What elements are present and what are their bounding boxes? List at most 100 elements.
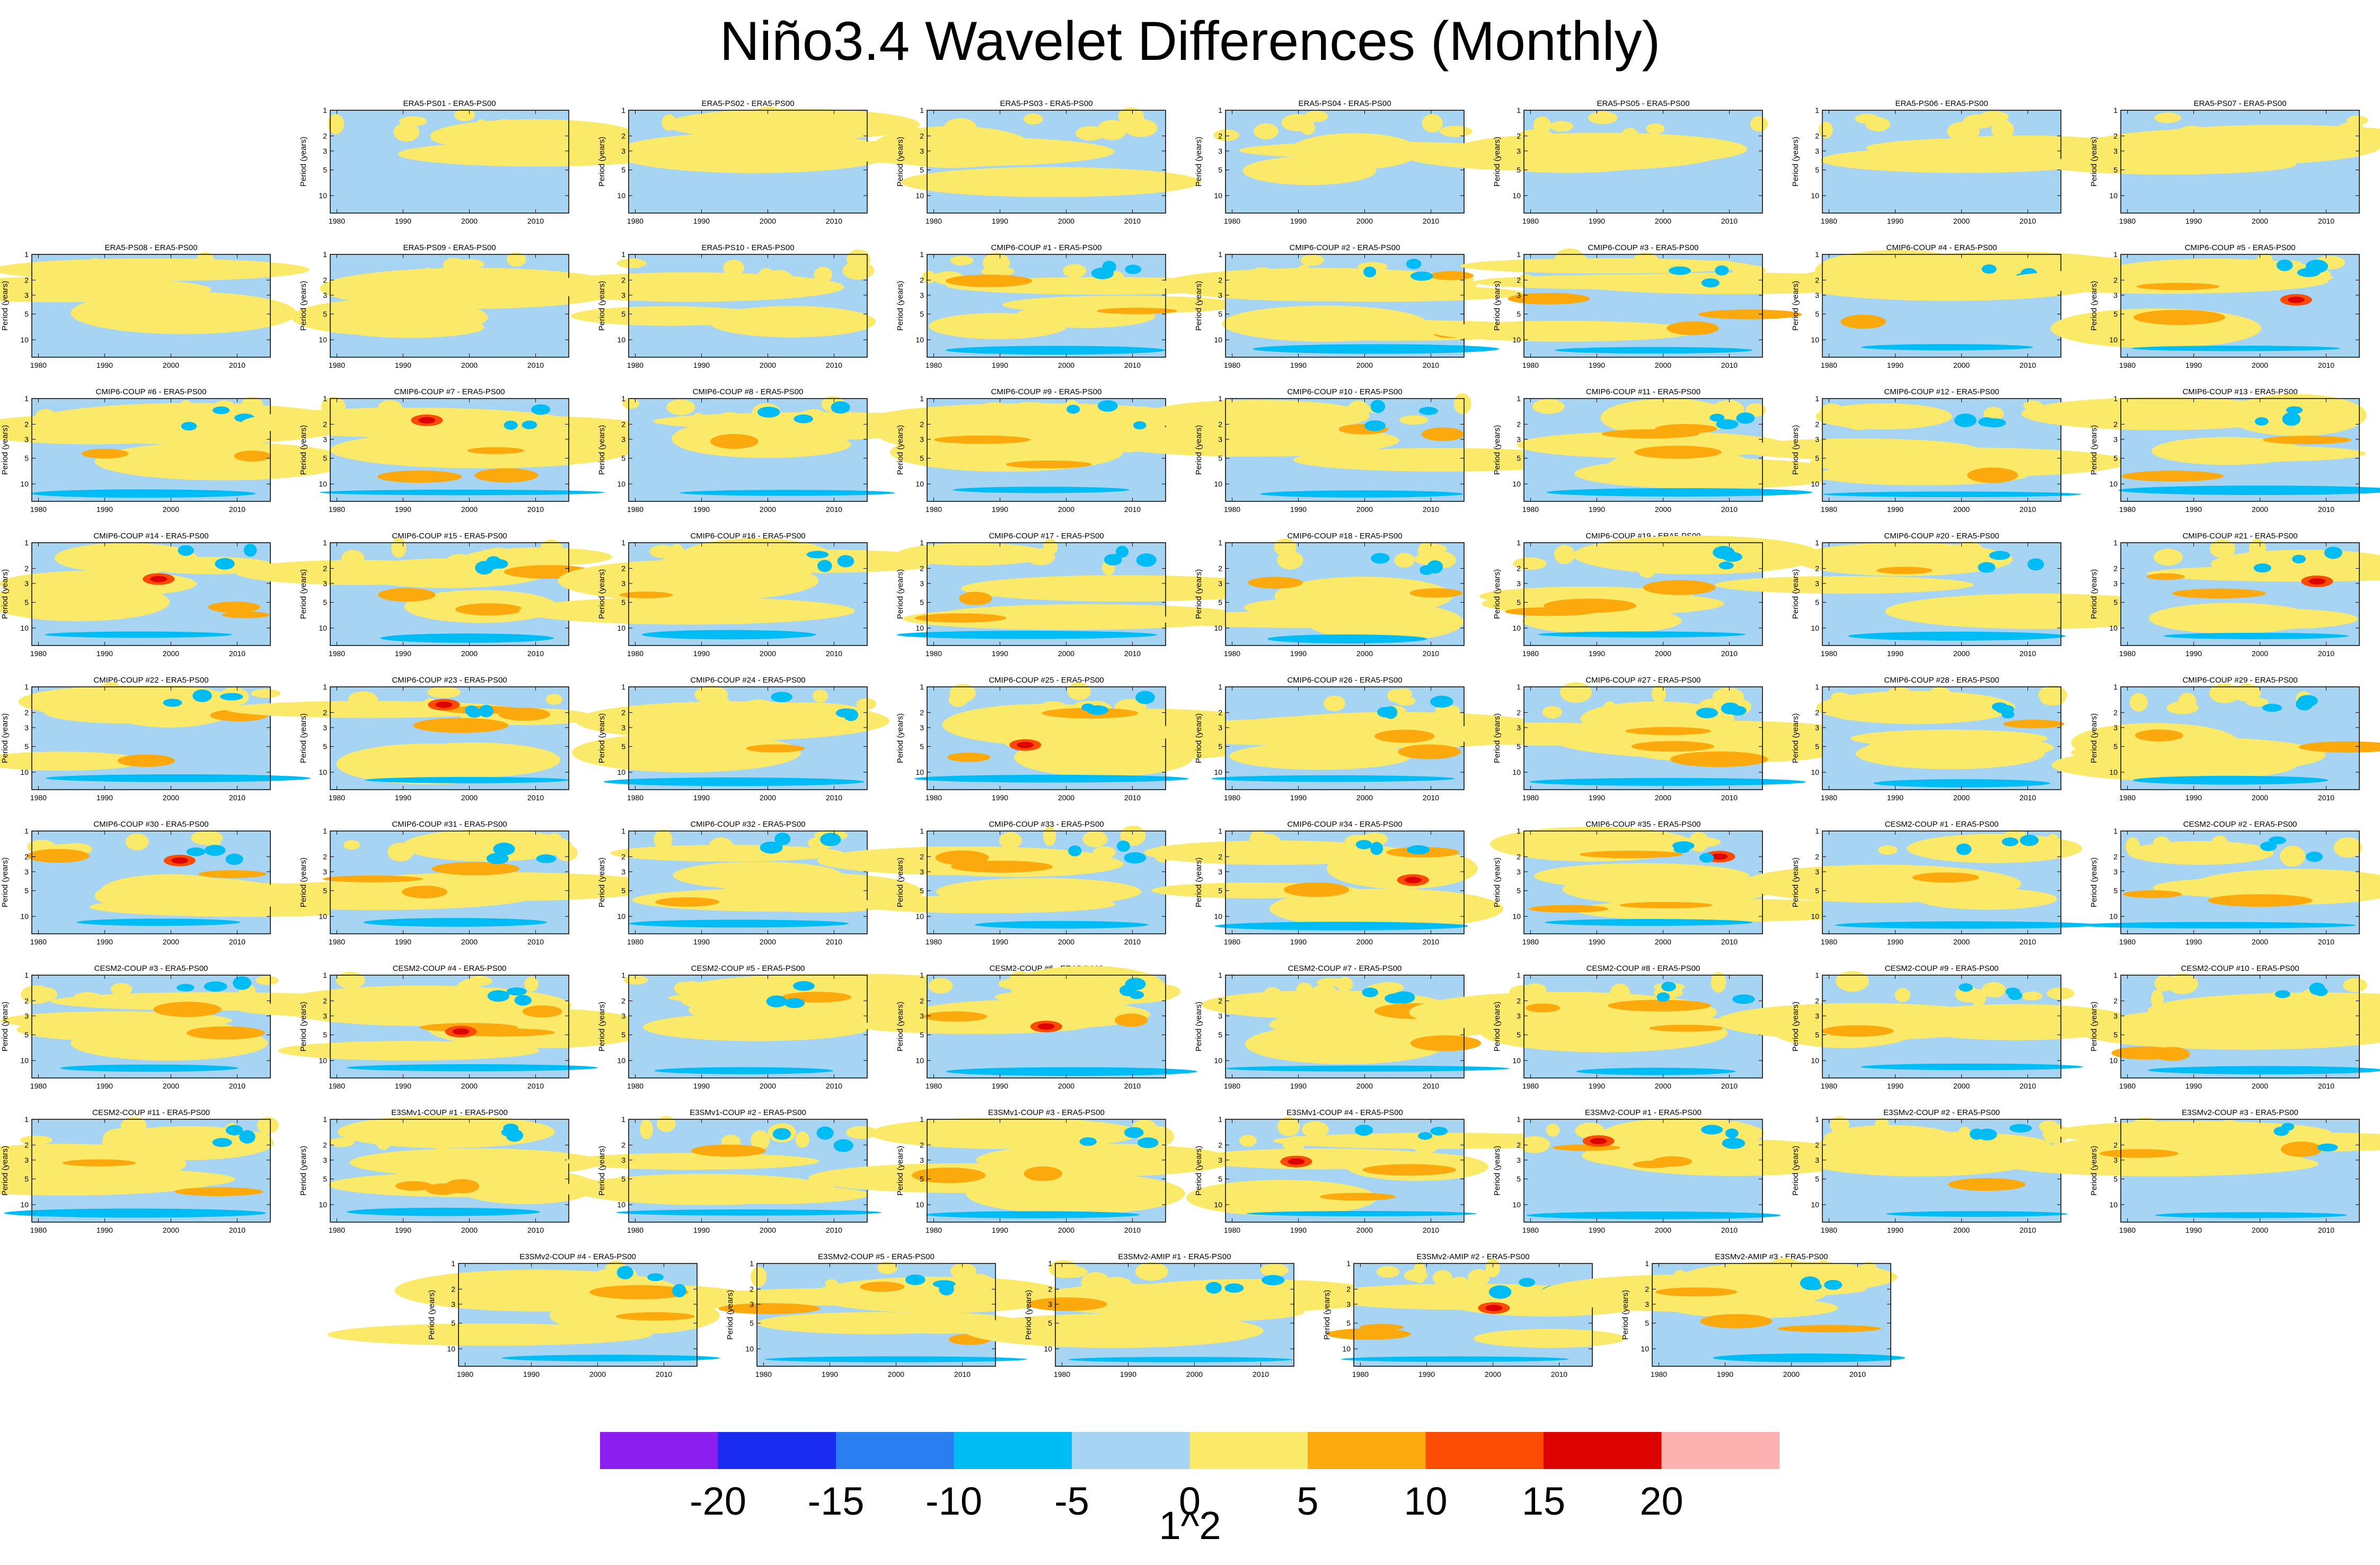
contour-negative	[346, 1064, 598, 1072]
contour-high	[945, 275, 1033, 287]
y-tick-label: 10	[20, 335, 29, 344]
panel-title: CMIP6-COUP #35 - ERA5-PS00	[1585, 820, 1700, 829]
x-tick-label: 2000	[1953, 649, 1970, 658]
contour-negative	[233, 976, 252, 990]
y-axis-label: Period (years)	[299, 857, 308, 907]
contour-positive	[665, 109, 920, 140]
y-tick-label: 3	[1517, 723, 1521, 732]
panel-frame	[1822, 254, 2061, 358]
contour-positive	[94, 442, 351, 481]
contour-high	[1633, 1161, 1672, 1169]
panel-frame	[1523, 542, 1763, 646]
y-tick-label: 2	[920, 276, 924, 285]
panel-title: CMIP6-COUP #3 - ERA5-PS00	[1588, 243, 1699, 252]
x-tick-label: 1980	[1224, 1082, 1240, 1090]
contour-positive	[1161, 268, 1477, 302]
contour-positive	[1885, 593, 2192, 629]
y-tick-label: 10	[1811, 912, 1819, 921]
x-tick-label: 1980	[925, 505, 942, 514]
y-tick-label: 2	[1815, 853, 1819, 861]
contour-positive	[681, 993, 711, 1007]
y-tick-label: 5	[621, 166, 625, 174]
contour-negative	[843, 709, 859, 721]
contour-positive	[1712, 687, 1744, 706]
contour-positive	[506, 252, 526, 267]
contour-positive	[1732, 265, 1766, 276]
contour-positive	[36, 987, 58, 1002]
contour-high	[589, 1285, 689, 1299]
contour-negative	[213, 406, 230, 414]
contour-negative	[1709, 413, 1725, 422]
contour-positive	[1554, 545, 1575, 564]
contour-positive	[723, 260, 745, 276]
contour-negative	[1104, 554, 1122, 566]
contour-positive	[2212, 260, 2242, 274]
contour-negative	[2292, 554, 2306, 563]
colorbar-label: -10	[925, 1479, 982, 1523]
contour-high	[62, 1159, 136, 1166]
panel-title: CMIP6-COUP #20 - ERA5-PS00	[1884, 532, 1999, 541]
contour-negative	[616, 1209, 882, 1216]
y-tick-label: 10	[319, 335, 327, 344]
contour-high	[2263, 436, 2352, 445]
contour-negative	[2281, 1122, 2295, 1131]
y-tick-label: 2	[1048, 1285, 1052, 1294]
contour-negative	[204, 981, 227, 992]
contour-negative	[1370, 842, 1383, 855]
contour-negative	[757, 406, 780, 418]
contour-negative	[1371, 553, 1390, 564]
contour-positive	[974, 1121, 1008, 1132]
colorbar-label: 5	[1297, 1479, 1318, 1523]
x-tick-label: 1990	[96, 649, 113, 658]
panel-title: CMIP6-COUP #2 - ERA5-PS00	[1290, 243, 1400, 252]
contour-positive	[1051, 984, 1069, 999]
y-axis-label: Period (years)	[1, 857, 10, 907]
contour-positive	[603, 747, 779, 771]
contour-negative	[1430, 695, 1453, 708]
panel-title: E3SMv1-COUP #3 - ERA5-PS00	[988, 1108, 1105, 1117]
y-tick-label: 10	[617, 191, 625, 200]
panel-frame	[1523, 1119, 1763, 1223]
x-tick-label: 1990	[693, 1226, 710, 1234]
y-axis-label: Period (years)	[1194, 713, 1203, 763]
y-tick-label: 2	[323, 853, 327, 861]
contour-positive	[969, 1281, 985, 1293]
y-tick-label: 2	[1645, 1285, 1649, 1294]
contour-high	[655, 897, 720, 907]
x-tick-label: 2010	[1423, 938, 1439, 946]
contour-high	[186, 1026, 265, 1040]
y-tick-label: 1	[621, 250, 625, 259]
x-tick-label: 2010	[2318, 361, 2334, 369]
y-axis-label: Period (years)	[896, 857, 905, 907]
contour-positive	[2021, 991, 2043, 1001]
panel-title: CMIP6-COUP #18 - ERA5-PS00	[1287, 532, 1402, 541]
y-tick-label: 10	[1214, 768, 1222, 776]
contour-high	[1504, 607, 1597, 616]
y-tick-label: 5	[2113, 310, 2118, 319]
y-tick-label: 2	[920, 564, 924, 573]
contour-positive	[739, 704, 770, 715]
contour-negative	[504, 420, 518, 430]
y-tick-label: 2	[323, 132, 327, 140]
contour-negative	[1068, 1357, 1293, 1363]
contour-negative	[2268, 836, 2286, 845]
x-tick-label: 1990	[1290, 1226, 1307, 1234]
x-tick-label: 2000	[461, 505, 478, 514]
x-tick-label: 2010	[2318, 1226, 2334, 1234]
y-axis-label: Period (years)	[2090, 425, 2099, 475]
contour-negative	[1989, 551, 2011, 560]
contour-positive	[2324, 415, 2339, 426]
contour-negative	[514, 995, 532, 1006]
contour-positive	[1264, 987, 1281, 998]
contour-positive	[121, 267, 137, 276]
y-axis-label: Period (years)	[726, 1290, 735, 1340]
panel-title: CMIP6-COUP #23 - ERA5-PS00	[392, 676, 507, 685]
contour-high	[1840, 314, 1887, 329]
contour-positive	[1963, 114, 1996, 129]
